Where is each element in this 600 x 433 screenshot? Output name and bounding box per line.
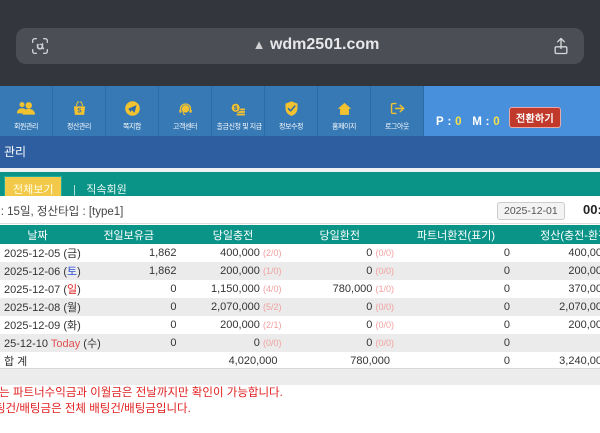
- svg-text:S: S: [77, 107, 81, 114]
